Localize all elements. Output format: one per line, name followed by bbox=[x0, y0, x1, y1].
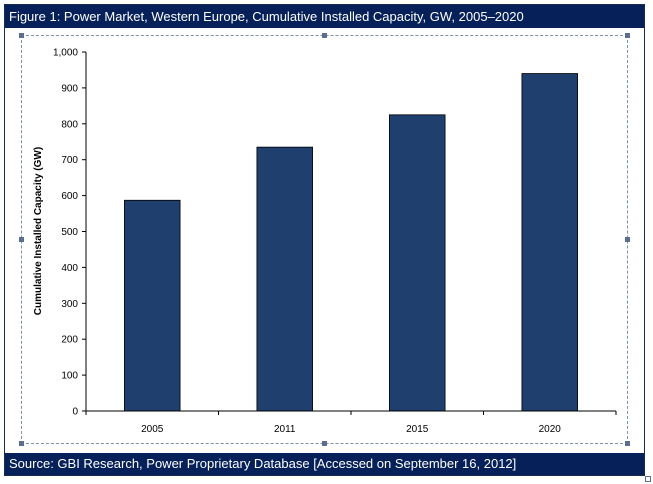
y-tick-label: 900 bbox=[61, 83, 78, 94]
y-tick-label: 700 bbox=[61, 155, 78, 166]
figure-title: Figure 1: Power Market, Western Europe, … bbox=[5, 5, 644, 28]
y-axis-label: Cumulative Installed Capacity (GW) bbox=[33, 147, 44, 315]
resize-handle-top-left[interactable] bbox=[19, 33, 24, 38]
x-tick-label: 2005 bbox=[141, 424, 164, 435]
y-tick-label: 400 bbox=[61, 263, 78, 274]
x-tick-label: 2020 bbox=[539, 424, 562, 435]
y-tick-label: 500 bbox=[61, 227, 78, 238]
resize-handle-middle-right[interactable] bbox=[625, 237, 630, 242]
y-tick-label: 300 bbox=[61, 299, 78, 310]
resize-handle-bottom-right[interactable] bbox=[625, 441, 630, 446]
x-tick-label: 2015 bbox=[406, 424, 429, 435]
resize-handle-bottom-center[interactable] bbox=[322, 441, 327, 446]
resize-handle-outer-corner[interactable] bbox=[645, 476, 651, 482]
resize-handle-middle-left[interactable] bbox=[19, 237, 24, 242]
x-tick-label: 2011 bbox=[274, 424, 296, 435]
y-tick-label: 600 bbox=[61, 191, 78, 202]
y-tick-label: 200 bbox=[61, 335, 78, 346]
x-axis-ticks: 2005 2011 2015 2020 bbox=[85, 411, 617, 435]
y-axis-ticks: 0 100 200 300 400 500 600 700 800 900 1,000 bbox=[53, 48, 86, 418]
bar-2020 bbox=[521, 73, 578, 412]
y-tick-label: 800 bbox=[61, 119, 78, 130]
bar-2005 bbox=[124, 199, 181, 412]
resize-handle-top-center[interactable] bbox=[322, 33, 327, 38]
figure-source: Source: GBI Research, Power Proprietary … bbox=[5, 453, 644, 475]
bar-2011 bbox=[256, 146, 313, 412]
bar-2015 bbox=[389, 114, 446, 412]
y-tick-label: 100 bbox=[61, 371, 78, 382]
y-tick-label: 1,000 bbox=[53, 48, 78, 59]
y-tick-label: 0 bbox=[72, 407, 78, 418]
resize-handle-bottom-left[interactable] bbox=[19, 441, 24, 446]
resize-handle-top-right[interactable] bbox=[625, 33, 630, 38]
bars bbox=[124, 73, 578, 412]
